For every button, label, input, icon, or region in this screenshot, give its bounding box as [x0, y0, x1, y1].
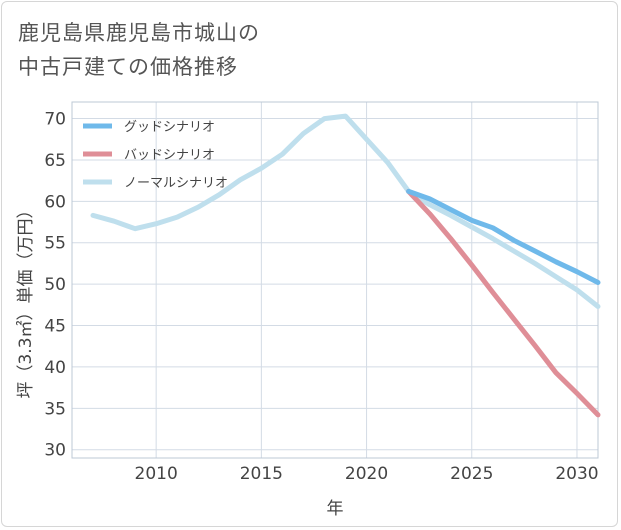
y-tick-label: 50 — [44, 275, 66, 295]
y-tick-label: 60 — [44, 192, 66, 212]
y-tick-label: 70 — [44, 110, 66, 130]
y-tick-label: 30 — [44, 441, 66, 461]
x-tick-label: 2020 — [345, 464, 388, 484]
chart-title-line-1: 鹿児島県鹿児島市城山の — [18, 21, 260, 45]
series-lines — [90, 113, 601, 418]
y-tick-label: 65 — [44, 151, 66, 171]
good-scenario-line — [406, 188, 601, 285]
normal-scenario-line — [90, 113, 601, 309]
y-tick-label: 55 — [44, 234, 66, 254]
y-tick-labels: 30 35 40 45 50 55 60 65 70 — [44, 110, 66, 461]
legend-item-good: グッドシナリオ — [83, 120, 215, 135]
x-tick-labels: 2010 2015 2020 2025 2030 — [135, 464, 599, 484]
legend-item-bad: バッドシナリオ — [83, 148, 215, 163]
x-tick-label: 2025 — [450, 464, 493, 484]
legend-label: ノーマルシナリオ — [124, 176, 228, 191]
y-tick-label: 40 — [44, 358, 66, 378]
chart-title-line-2: 中古戸建ての価格推移 — [18, 55, 238, 79]
y-tick-label: 45 — [44, 317, 66, 337]
y-axis-title: 坪（3.3㎡）単価（万円） — [16, 201, 36, 398]
legend-item-normal: ノーマルシナリオ — [83, 176, 228, 191]
x-axis-title: 年 — [327, 499, 344, 519]
chart-title: 鹿児島県鹿児島市城山の 中古戸建ての価格推移 — [18, 16, 260, 84]
legend-label: グッドシナリオ — [124, 120, 215, 135]
legend-label: バッドシナリオ — [124, 148, 215, 163]
bad-scenario-line — [406, 188, 601, 418]
x-tick-label: 2010 — [135, 464, 178, 484]
x-tick-label: 2015 — [240, 464, 283, 484]
x-tick-label: 2030 — [555, 464, 598, 484]
plot-area — [72, 102, 598, 458]
y-tick-label: 35 — [44, 399, 66, 419]
